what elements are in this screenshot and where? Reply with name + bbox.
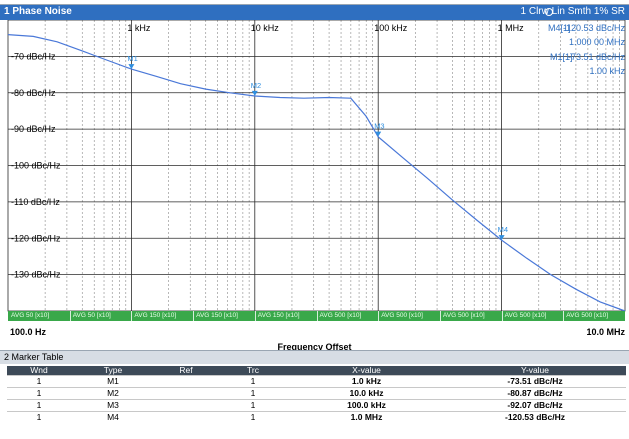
avg-separator: [193, 311, 195, 321]
cell-ref: [155, 411, 217, 423]
cell-trc: 1: [217, 411, 289, 423]
cell-wnd: 1: [7, 387, 71, 400]
marker-readout-m1-label: M1[1]: [550, 52, 573, 62]
cell-x-value: 1.0 kHz: [289, 375, 444, 388]
cell-x-value: 10.0 kHz: [289, 387, 444, 400]
cell-ref: [155, 387, 217, 400]
marker-table: Wnd Type Ref Trc X-value Y-value 1 M1 1 …: [7, 366, 626, 423]
marker-table-header-row: Wnd Type Ref Trc X-value Y-value: [7, 366, 626, 376]
avg-label: AVG 500 [x10]: [566, 312, 609, 319]
column-header-trc[interactable]: Trc: [217, 366, 289, 376]
table-row[interactable]: 1 M2 1 10.0 kHz -80.87 dBc/Hz: [7, 387, 626, 400]
x-axis-label: Frequency Offset: [277, 342, 352, 352]
cell-type: M3: [71, 399, 155, 412]
avg-separator: [563, 311, 565, 321]
x-tick-labels: 1 kHz 10 kHz 100 kHz 1 MHz: [127, 23, 524, 33]
column-header-y-value[interactable]: Y-value: [444, 366, 626, 376]
x-tick-label: 10 kHz: [251, 23, 280, 33]
major-grid: [7, 20, 626, 312]
marker-table-titlebar: 2 Marker Table: [0, 351, 629, 364]
x-tick-label: 100 kHz: [374, 23, 408, 33]
cell-type: M1: [71, 375, 155, 388]
table-row[interactable]: 1 M3 1 100.0 kHz -92.07 dBc/Hz: [7, 399, 626, 412]
marker-readout-m4-level: -120.53 dBc/Hz: [562, 23, 625, 33]
y-tick-label: -130 dBc/Hz: [11, 270, 61, 280]
avg-label: AVG 150 [x10]: [196, 312, 238, 319]
avg-label: AVG 50 [x10]: [72, 312, 111, 319]
cell-trc: 1: [217, 387, 289, 400]
avg-separator: [439, 311, 441, 321]
avg-separator: [254, 311, 256, 321]
column-header-ref[interactable]: Ref: [155, 366, 217, 376]
table-row[interactable]: 1 M4 1 1.0 MHz -120.53 dBc/Hz: [7, 411, 626, 423]
avg-label: AVG 500 [x10]: [381, 312, 423, 319]
avg-separator: [501, 311, 503, 321]
cell-wnd: 1: [7, 411, 71, 423]
marker-triangle-icon: [251, 90, 258, 96]
marker-triangle-icon: [375, 131, 382, 137]
avg-label: AVG 500 [x10]: [319, 312, 362, 319]
avg-separator: [131, 311, 133, 321]
y-tick-labels: -70 dBc/Hz -80 dBc/Hz -90 dBc/Hz -100 dBc/H…: [11, 51, 61, 279]
cell-ref: [155, 399, 217, 412]
marker-label: M4: [498, 225, 508, 234]
cell-ref: [155, 375, 217, 388]
cell-trc: 1: [217, 399, 289, 412]
phase-noise-window: 1 Phase Noise 1 Clrw Lin Smth 1% SR 1 kH…: [0, 4, 629, 352]
avg-label: AVG 500 [x10]: [442, 312, 485, 319]
cell-type: M4: [71, 411, 155, 423]
trace-indicator-icon: [545, 8, 553, 16]
cell-trc: 1: [217, 375, 289, 388]
avg-label: AVG 150 [x10]: [257, 312, 300, 319]
marker-layer: M1 M2 M3 M4: [127, 54, 508, 241]
cell-y-value: -80.87 dBc/Hz: [444, 387, 626, 400]
cell-wnd: 1: [7, 399, 71, 412]
column-header-x-value[interactable]: X-value: [289, 366, 444, 376]
window-title: 1 Phase Noise: [4, 6, 72, 17]
marker-label: M1: [127, 54, 137, 63]
marker-label: M3: [374, 122, 384, 131]
avg-separator: [316, 311, 318, 321]
x-axis-start: 100.0 Hz: [10, 327, 47, 337]
marker-readout-m4-freq: 1.000 00 MHz: [568, 37, 625, 47]
cell-y-value: -92.07 dBc/Hz: [444, 399, 626, 412]
avg-label: AVG 50 [x10]: [11, 312, 50, 319]
phase-noise-titlebar: 1 Phase Noise 1 Clrw Lin Smth 1% SR: [0, 5, 629, 20]
column-header-type[interactable]: Type: [71, 366, 155, 376]
marker-table-window: 2 Marker Table Wnd Type Ref Trc X-value …: [0, 350, 629, 439]
marker-table-title: 2 Marker Table: [4, 352, 64, 362]
x-tick-label: 1 kHz: [127, 23, 151, 33]
phase-noise-plot[interactable]: 1 kHz 10 kHz 100 kHz 1 MHz -70 dBc/Hz -80 dB…: [0, 20, 629, 312]
marker-readout-m1-level: -73.51 dBc/Hz: [567, 52, 625, 62]
y-tick-label: -90 dBc/Hz: [11, 124, 56, 134]
averaging-strip: AVG 50 [x10] AVG 50 [x10] AVG 150 [x10] AVG…: [8, 311, 625, 321]
marker-readout-m1-freq: 1.00 kHz: [589, 66, 625, 76]
cell-y-value: -120.53 dBc/Hz: [444, 411, 626, 423]
cell-y-value: -73.51 dBc/Hz: [444, 375, 626, 388]
avg-label: AVG 150 [x10]: [134, 312, 177, 319]
marker-triangle-icon: [498, 235, 505, 241]
y-tick-label: -80 dBc/Hz: [11, 88, 56, 98]
cell-x-value: 1.0 MHz: [289, 411, 444, 423]
avg-label: AVG 500 [x10]: [504, 312, 547, 319]
phase-noise-trace: [7, 34, 626, 312]
column-header-wnd[interactable]: Wnd: [7, 366, 71, 376]
y-tick-label: -110 dBc/Hz: [11, 197, 60, 207]
marker-readout-m4-label: M4[1]: [548, 23, 571, 33]
table-row[interactable]: 1 M1 1 1.0 kHz -73.51 dBc/Hz: [7, 375, 626, 388]
cell-wnd: 1: [7, 375, 71, 388]
marker-label: M2: [251, 81, 261, 90]
x-tick-label: 1 MHz: [498, 23, 525, 33]
x-axis-stop: 10.0 MHz: [586, 327, 625, 337]
y-tick-label: -120 dBc/Hz: [11, 233, 61, 243]
avg-separator: [378, 311, 380, 321]
avg-separator: [69, 311, 71, 321]
marker-triangle-icon: [128, 64, 135, 70]
cell-x-value: 100.0 kHz: [289, 399, 444, 412]
y-tick-label: -70 dBc/Hz: [11, 51, 56, 61]
y-tick-label: -100 dBc/Hz: [11, 161, 61, 171]
trace-status: 1 Clrw Lin Smth 1% SR: [520, 6, 625, 17]
cell-type: M2: [71, 387, 155, 400]
